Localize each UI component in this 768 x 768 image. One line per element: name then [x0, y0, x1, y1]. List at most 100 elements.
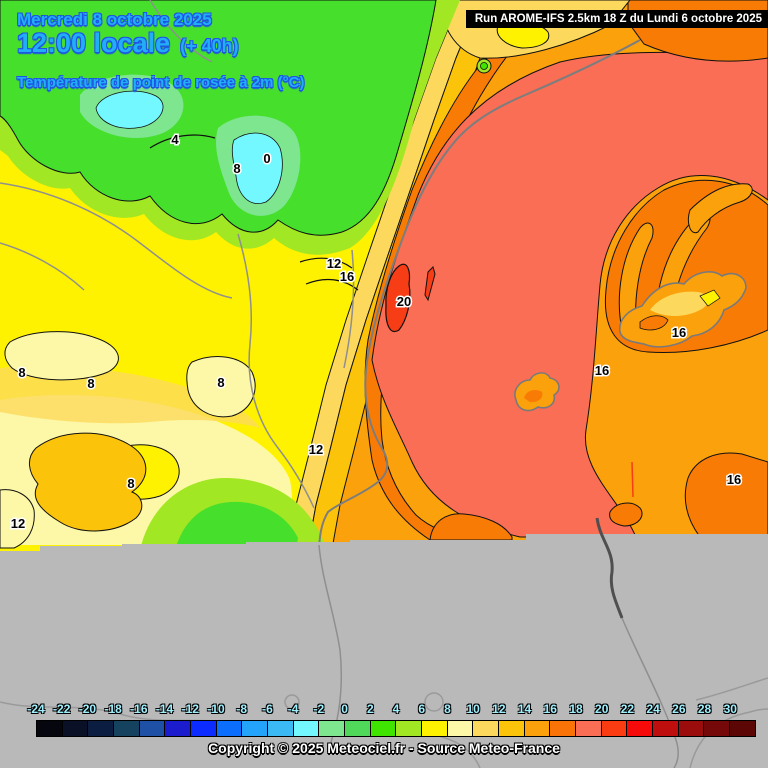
contour-label-8: 8 — [233, 161, 240, 176]
colorbar — [36, 720, 756, 737]
colorbar-box-24 — [652, 721, 678, 736]
colorbar-tick: 22 — [620, 702, 635, 716]
colorbar-tick: -18 — [104, 702, 122, 716]
time-row: 12:00 locale (+ 40h) — [17, 28, 239, 59]
colorbar-box--18 — [113, 721, 139, 736]
colorbar-tick: -16 — [130, 702, 148, 716]
colorbar-tick: -24 — [27, 702, 45, 716]
ibiza-patch — [524, 390, 543, 403]
colorbar-box--4 — [292, 721, 319, 736]
mallorca-pale — [650, 291, 709, 316]
contour-label-16: 16 — [727, 472, 741, 487]
colorbar-tick: 2 — [366, 702, 374, 716]
region-coast-blob — [429, 513, 513, 541]
contour-label-0: 0 — [263, 151, 270, 166]
forecast-offset-label: (+ 40h) — [180, 36, 239, 56]
colorbar-tick: 12 — [492, 702, 506, 716]
date-label: Mercredi 8 octobre 2025 — [17, 10, 212, 29]
colorbar-tick: -10 — [207, 702, 225, 716]
colorbar-tick: 16 — [543, 702, 557, 716]
contour-label-16: 16 — [340, 269, 354, 284]
colorbar-box--20 — [87, 721, 114, 736]
mallorca-yellow — [699, 289, 721, 307]
colorbar-box--8 — [241, 721, 268, 736]
colorbar-box-28 — [703, 721, 730, 736]
colorbar-tick: 6 — [418, 702, 426, 716]
colorbar-tick: -4 — [287, 702, 299, 716]
contour-label-8: 8 — [127, 476, 134, 491]
colorbar-tick: -14 — [155, 702, 174, 716]
colorbar-tick: 18 — [569, 702, 583, 716]
run-info-bar: Run AROME-IFS 2.5km 18 Z du Lundi 6 octo… — [465, 10, 768, 28]
colorbar-tick: -6 — [262, 702, 273, 716]
colorbar-tick: -2 — [313, 702, 325, 716]
colorbar-box-30 — [729, 721, 755, 736]
colorbar-tick: 4 — [392, 702, 400, 716]
region-20-core — [385, 263, 411, 333]
contour-label-12: 12 — [11, 516, 25, 531]
region-20-sliver — [424, 266, 436, 302]
colorbar-box--10 — [215, 721, 242, 736]
colorbar-tick: 14 — [517, 702, 532, 716]
region-green-s — [175, 501, 298, 550]
colorbar-box-26 — [677, 721, 704, 736]
colorbar-box-20 — [600, 721, 627, 736]
colorbar-tick: -22 — [53, 702, 71, 716]
contour-label-16: 16 — [595, 363, 609, 378]
contour-4 — [149, 134, 216, 149]
colorbar-tick: 8 — [444, 702, 451, 716]
region-cyan-1 — [95, 90, 164, 129]
contour-label-8: 8 — [18, 365, 25, 380]
finger-3 — [687, 183, 753, 234]
colorbar-box-6 — [421, 721, 447, 736]
colorbar-tick: 28 — [697, 702, 712, 716]
colorbar-tick: 26 — [672, 702, 686, 716]
region-8-blob-2 — [186, 356, 256, 418]
coastline — [318, 39, 641, 549]
no-data-mask — [0, 534, 768, 768]
colorbar-tick: -8 — [236, 702, 248, 716]
colorbar-box--22 — [61, 721, 88, 736]
colorbar-tick: 0 — [341, 702, 348, 716]
contour-label-12: 12 — [309, 442, 323, 457]
copyright-label: Copyright © 2025 Meteociel.fr - Source M… — [208, 740, 560, 756]
colorbar-box-2 — [369, 721, 396, 736]
contour-label-4: 4 — [171, 132, 179, 147]
time-label: 12:00 locale — [17, 28, 171, 58]
colorbar-box-8 — [446, 721, 473, 736]
colorbar-box-14 — [523, 721, 550, 736]
contour-label-8: 8 — [217, 375, 224, 390]
contour-label-16: 16 — [672, 325, 686, 340]
variable-label: Température de point de rosée à 2m (°C) — [17, 74, 305, 91]
colorbar-tick: 30 — [723, 702, 737, 716]
colorbar-box--6 — [267, 721, 293, 736]
region-pale-band — [0, 365, 260, 428]
region-8-blob-1 — [4, 331, 119, 381]
colorbar-box-0 — [344, 721, 370, 736]
red-line-feature — [631, 461, 634, 498]
contour-label-12: 12 — [327, 256, 341, 271]
colorbar-box-10 — [472, 721, 499, 736]
colorbar-tick: 10 — [466, 702, 480, 716]
colorbar-box--14 — [164, 721, 191, 736]
contour-16 — [305, 278, 359, 291]
colorbar-box--12 — [190, 721, 216, 736]
colorbar-box-4 — [395, 721, 422, 736]
colorbar-box-18 — [575, 721, 601, 736]
region-16-se — [684, 452, 768, 538]
colorbar-box--16 — [138, 721, 165, 736]
colorbar-tick: 20 — [595, 702, 609, 716]
colorbar-tick: -12 — [181, 702, 199, 716]
colorbar-box--2 — [318, 721, 345, 736]
colorbar-box-16 — [549, 721, 576, 736]
green-dot — [480, 62, 488, 70]
region-se-islet — [609, 502, 643, 527]
colorbar-box-22 — [626, 721, 653, 736]
region-orange-sw — [29, 432, 147, 532]
contour-label-20: 20 — [397, 294, 411, 309]
colorbar-tick: -20 — [78, 702, 97, 716]
region-green — [0, 0, 437, 236]
